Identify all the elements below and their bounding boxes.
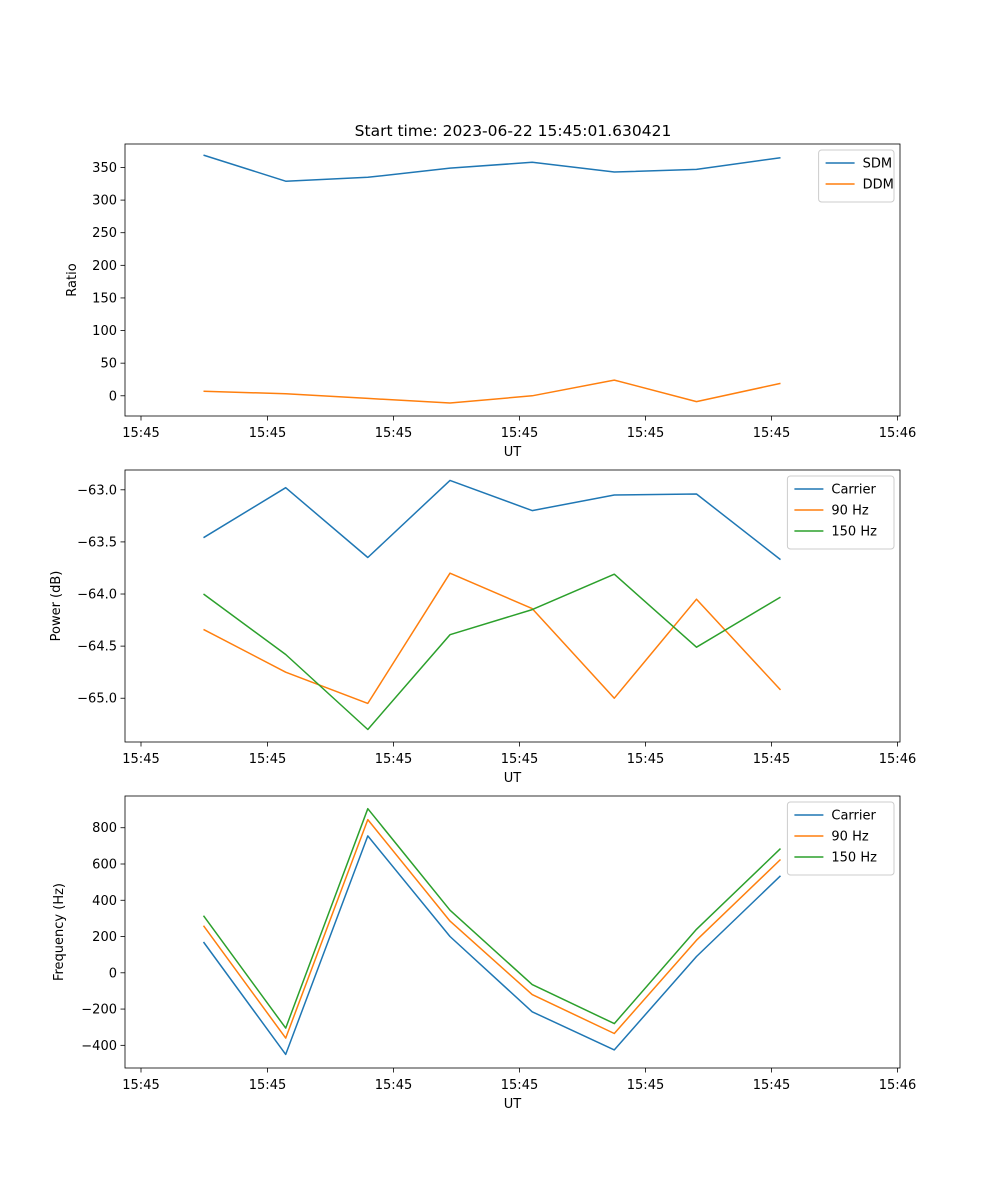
y-tick-label: −63.0: [77, 483, 117, 498]
subplot-2: 15:45 15:45 15:45 15:45 15:45 15:45 15:46 UT −65…: [49, 469, 916, 786]
y-tick-label: 50: [100, 357, 117, 372]
x-tick-label: 15:45: [375, 426, 412, 441]
x-tick-label: 15:45: [122, 1078, 159, 1093]
x-tick-label: 15:46: [879, 1078, 916, 1093]
x-axis-label: UT: [504, 771, 522, 786]
subplot-1: 15:45 15:45 15:45 15:45 15:45 15:45 15:46 UT 0 50…: [65, 143, 916, 460]
axes-frame: [124, 143, 901, 417]
series-line-90-hz: [202, 818, 782, 1039]
x-tick-label: 15:45: [753, 752, 790, 767]
y-tick-label: −64.5: [77, 640, 117, 655]
y-tick-label: 300: [92, 194, 117, 209]
y-tick-label: 600: [92, 858, 117, 873]
y-tick-label: 400: [92, 894, 117, 909]
x-tick-label: 15:45: [501, 752, 538, 767]
legend: Carrier 90 Hz 150 Hz: [786, 801, 895, 876]
x-tick-label: 15:45: [249, 1078, 286, 1093]
y-tick-label: −200: [81, 1003, 117, 1018]
x-tick-label: 15:45: [375, 1078, 412, 1093]
series-line-sdm: [203, 154, 781, 182]
series-line-150-hz: [202, 807, 782, 1029]
x-tick-label: 15:46: [879, 426, 916, 441]
series-line-ddm: [203, 379, 781, 404]
y-tick-label: 200: [92, 930, 117, 945]
y-tick-label: 0: [109, 389, 117, 404]
legend-label-ddm: DDM: [863, 178, 894, 193]
y-tick-label: 100: [92, 324, 117, 339]
x-axis-label: UT: [504, 445, 522, 460]
axes-frame: [124, 795, 901, 1069]
legend-label-150-hz: 150 Hz: [831, 525, 877, 540]
legend: SDM DDM: [818, 149, 895, 203]
x-tick-label: 15:45: [375, 752, 412, 767]
y-axis-label: Power (dB): [49, 571, 64, 642]
y-tick-label: −400: [81, 1039, 117, 1054]
figure-title: Start time: 2023-06-22 15:45:01.630421: [355, 122, 672, 140]
legend: Carrier 90 Hz 150 Hz: [786, 475, 895, 550]
y-tick-label: −65.0: [77, 692, 117, 707]
y-tick-label: 800: [92, 821, 117, 836]
y-tick-label: 150: [92, 291, 117, 306]
y-tick-label: 250: [92, 226, 117, 241]
x-tick-label: 15:45: [753, 426, 790, 441]
x-tick-label: 15:45: [627, 752, 664, 767]
x-tick-label: 15:45: [501, 1078, 538, 1093]
series-line-carrier: [203, 479, 781, 561]
series-line-90-hz: [203, 572, 782, 705]
x-tick-label: 15:45: [753, 1078, 790, 1093]
y-tick-label: −64.0: [77, 588, 117, 603]
series-line-150-hz: [203, 573, 781, 731]
legend-label-sdm: SDM: [863, 157, 892, 172]
x-tick-label: 15:45: [122, 752, 159, 767]
x-tick-label: 15:45: [249, 752, 286, 767]
subplots: 15:45 15:45 15:45 15:45 15:45 15:45 15:46 UT 0 50…: [49, 143, 916, 1112]
y-axis-label: Ratio: [65, 263, 80, 296]
x-tick-label: 15:45: [627, 1078, 664, 1093]
x-tick-label: 15:45: [627, 426, 664, 441]
series-line-carrier: [202, 835, 782, 1056]
legend-label-150-hz: 150 Hz: [831, 851, 877, 866]
subplot-3: 15:45 15:45 15:45 15:45 15:45 15:45 15:46 UT −40…: [52, 795, 916, 1112]
x-tick-label: 15:45: [501, 426, 538, 441]
y-axis-label: Frequency (Hz): [52, 883, 67, 981]
y-tick-label: 0: [109, 966, 117, 981]
x-tick-label: 15:46: [879, 752, 916, 767]
x-tick-label: 15:45: [249, 426, 286, 441]
legend-label-carrier: Carrier: [831, 809, 876, 824]
x-tick-label: 15:45: [122, 426, 159, 441]
legend-label-90-hz: 90 Hz: [831, 830, 868, 845]
y-tick-label: −63.5: [77, 535, 117, 550]
x-axis-label: UT: [504, 1097, 522, 1112]
y-tick-label: 200: [92, 259, 117, 274]
axes-frame: [124, 469, 901, 743]
legend-label-carrier: Carrier: [831, 483, 876, 498]
legend-label-90-hz: 90 Hz: [831, 504, 868, 519]
y-tick-label: 350: [92, 161, 117, 176]
